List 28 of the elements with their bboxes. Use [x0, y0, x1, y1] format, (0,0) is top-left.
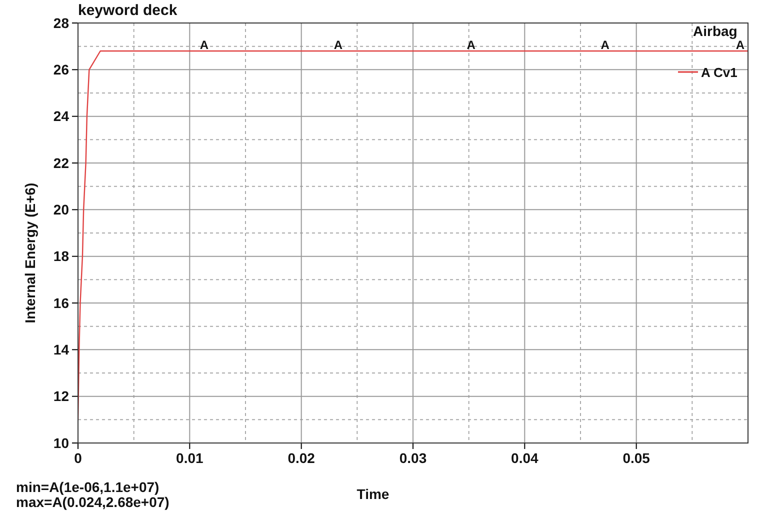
y-tick-label: 22 — [53, 154, 70, 171]
annotation: A — [466, 38, 476, 52]
y-tick-label: 10 — [53, 434, 70, 451]
legend-title: Airbag — [693, 23, 738, 39]
annotation: A — [736, 38, 745, 52]
text: min=A(1e-06,1.1e+07) — [16, 479, 160, 495]
y-axis-title: Internal Energy (E+6) — [22, 182, 38, 324]
x-tick-label: 0.02 — [288, 450, 316, 466]
y-tick-label: 26 — [53, 62, 70, 78]
y-tick-label: 18 — [53, 248, 70, 264]
x-tick-label: 0.04 — [511, 450, 539, 466]
annotation: A — [600, 38, 610, 52]
x-tick-label: 0.05 — [622, 450, 650, 466]
y-tick-label: 16 — [53, 294, 70, 311]
y-tick-label: 20 — [53, 202, 70, 218]
y-tick-label: 28 — [53, 14, 70, 31]
y-tick-label: 24 — [53, 108, 70, 124]
x-tick-label: 0 — [74, 450, 82, 466]
x-tick-label: 0.01 — [176, 450, 204, 466]
annotation: A — [200, 38, 209, 52]
x-axis-title: Time — [356, 486, 390, 502]
text: max=A(0.024,2.68e+07) — [16, 494, 170, 510]
y-tick-label: 14 — [53, 342, 70, 358]
annotation: A — [334, 38, 343, 52]
y-tick-label: 12 — [53, 388, 70, 404]
chart-title: keyword deck — [78, 2, 178, 19]
legend-label: A Cv1 — [701, 65, 738, 80]
x-tick-label: 0.03 — [399, 450, 427, 466]
